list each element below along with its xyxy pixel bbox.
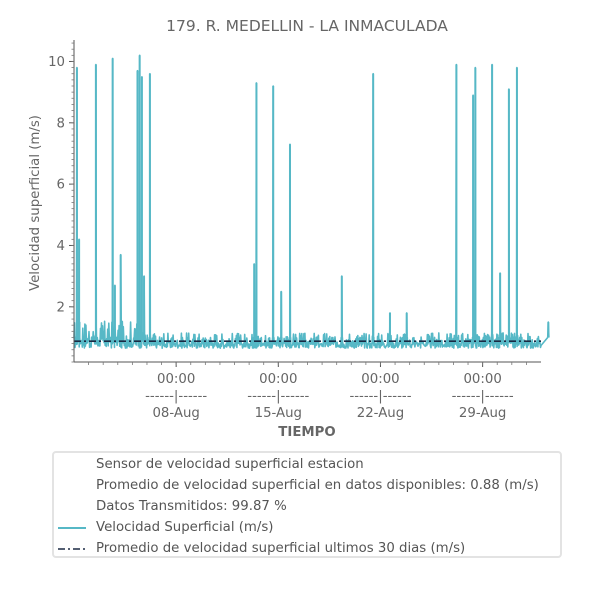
x-tick-label: 00:00 [259, 372, 297, 387]
x-tick-label: ------|------ [247, 389, 309, 404]
y-tick-label: 2 [57, 300, 65, 315]
x-ticks: 00:00 ------|------ 08-Aug 00:00 ------|----… [88, 362, 527, 421]
chart: 179. R. MEDELLIN - LA INMACULADA Velocid… [28, 17, 550, 440]
x-tick-label: 15-Aug [255, 406, 302, 421]
x-tick-label: 08-Aug [152, 406, 199, 421]
legend-entry-velocity: Velocidad Superficial (m/s) [54, 517, 560, 538]
x-tick-label: ------|------ [452, 389, 514, 404]
x-tick-label: 29-Aug [459, 406, 506, 421]
x-axis-label: TIEMPO [278, 425, 335, 440]
legend-entry-transmitted: Datos Transmitidos: 99.87 % [54, 496, 560, 517]
y-tick-label: 4 [57, 239, 65, 254]
legend-text-velocity: Velocidad Superficial (m/s) [96, 520, 274, 535]
legend-text-average: Promedio de velocidad superficial en dat… [96, 478, 539, 493]
legend-text-sensor: Sensor de velocidad superficial estacion [96, 457, 364, 472]
x-tick-label: 00:00 [361, 372, 399, 387]
legend: Sensor de velocidad superficial estacion… [52, 451, 562, 558]
legend-entry-30day-average: Promedio de velocidad superficial ultimo… [54, 538, 560, 559]
legend-swatch-30day-average [58, 548, 86, 550]
x-tick-label: 00:00 [157, 372, 195, 387]
legend-swatch-velocity [58, 527, 86, 529]
series-layer [73, 54, 550, 349]
chart-title: 179. R. MEDELLIN - LA INMACULADA [166, 17, 448, 35]
velocity-series-line [73, 54, 550, 349]
legend-text-30day-average: Promedio de velocidad superficial ultimo… [96, 541, 466, 556]
y-tick-label: 6 [57, 178, 65, 193]
x-tick-label: 22-Aug [357, 406, 404, 421]
y-ticks: 2 4 6 8 10 [48, 42, 74, 363]
x-tick-label: 00:00 [463, 372, 501, 387]
legend-entry-sensor: Sensor de velocidad superficial estacion [54, 454, 560, 475]
legend-entry-average: Promedio de velocidad superficial en dat… [54, 475, 560, 496]
y-tick-label: 8 [57, 116, 65, 131]
y-axis-label: Velocidad superficial (m/s) [28, 115, 43, 291]
legend-text-transmitted: Datos Transmitidos: 99.87 % [96, 499, 287, 514]
x-tick-label: ------|------ [145, 389, 207, 404]
y-tick-label: 10 [48, 55, 65, 70]
x-tick-label: ------|------ [349, 389, 411, 404]
